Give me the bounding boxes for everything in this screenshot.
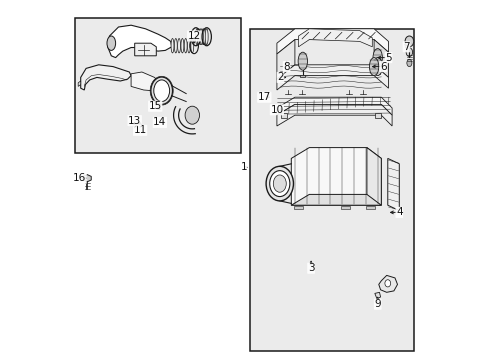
Polygon shape — [340, 206, 349, 209]
Text: 12: 12 — [187, 31, 200, 41]
Ellipse shape — [406, 59, 411, 67]
Bar — [249, 29, 413, 351]
Text: 2: 2 — [277, 72, 283, 82]
Text: 4: 4 — [395, 207, 402, 217]
Polygon shape — [78, 81, 81, 86]
Bar — [281, 113, 286, 118]
Text: 11: 11 — [133, 125, 146, 135]
Text: 17: 17 — [257, 92, 270, 102]
Polygon shape — [276, 65, 387, 90]
Ellipse shape — [368, 58, 378, 76]
Ellipse shape — [298, 52, 307, 70]
Text: 15: 15 — [148, 101, 162, 111]
Text: 16: 16 — [73, 173, 86, 183]
Ellipse shape — [153, 80, 169, 102]
Polygon shape — [378, 275, 397, 292]
Polygon shape — [81, 65, 131, 90]
Ellipse shape — [184, 39, 187, 53]
Polygon shape — [83, 175, 91, 182]
Ellipse shape — [273, 175, 285, 192]
Ellipse shape — [190, 39, 193, 53]
Ellipse shape — [181, 39, 183, 53]
Polygon shape — [107, 25, 171, 58]
Polygon shape — [276, 104, 391, 126]
Ellipse shape — [406, 48, 412, 57]
Ellipse shape — [197, 29, 200, 45]
Polygon shape — [276, 29, 387, 54]
Bar — [374, 113, 380, 118]
Ellipse shape — [199, 29, 201, 45]
Text: 10: 10 — [270, 105, 283, 115]
Bar — [300, 75, 305, 77]
Text: 3: 3 — [307, 263, 314, 273]
Polygon shape — [294, 206, 302, 209]
Ellipse shape — [195, 29, 198, 45]
Polygon shape — [276, 97, 391, 115]
Ellipse shape — [185, 106, 199, 124]
Ellipse shape — [200, 29, 203, 45]
Polygon shape — [374, 292, 380, 299]
Text: 5: 5 — [385, 53, 391, 63]
Text: 7: 7 — [403, 42, 409, 52]
Text: 14: 14 — [153, 117, 166, 127]
Polygon shape — [373, 40, 387, 77]
Ellipse shape — [384, 280, 390, 287]
Polygon shape — [298, 29, 371, 47]
Ellipse shape — [202, 29, 204, 45]
Polygon shape — [291, 148, 381, 205]
Ellipse shape — [107, 36, 115, 50]
Bar — [75, 18, 241, 153]
Polygon shape — [387, 158, 399, 211]
Ellipse shape — [205, 29, 208, 45]
Polygon shape — [276, 40, 294, 79]
Text: 8: 8 — [283, 62, 289, 72]
Text: 9: 9 — [374, 299, 380, 309]
Ellipse shape — [151, 77, 172, 104]
Ellipse shape — [265, 166, 293, 201]
Text: 13: 13 — [128, 116, 141, 126]
Text: 6: 6 — [379, 62, 386, 72]
Ellipse shape — [187, 39, 190, 53]
Ellipse shape — [269, 171, 289, 197]
Ellipse shape — [203, 29, 206, 45]
Ellipse shape — [372, 49, 382, 67]
Ellipse shape — [177, 39, 180, 53]
Text: 1: 1 — [240, 162, 246, 172]
Ellipse shape — [372, 58, 382, 76]
Ellipse shape — [404, 36, 413, 47]
Bar — [374, 71, 380, 74]
Ellipse shape — [174, 39, 177, 53]
Polygon shape — [366, 206, 374, 209]
Polygon shape — [134, 43, 156, 56]
Polygon shape — [291, 194, 381, 205]
Ellipse shape — [171, 39, 174, 53]
Polygon shape — [131, 72, 160, 91]
Polygon shape — [366, 148, 381, 205]
